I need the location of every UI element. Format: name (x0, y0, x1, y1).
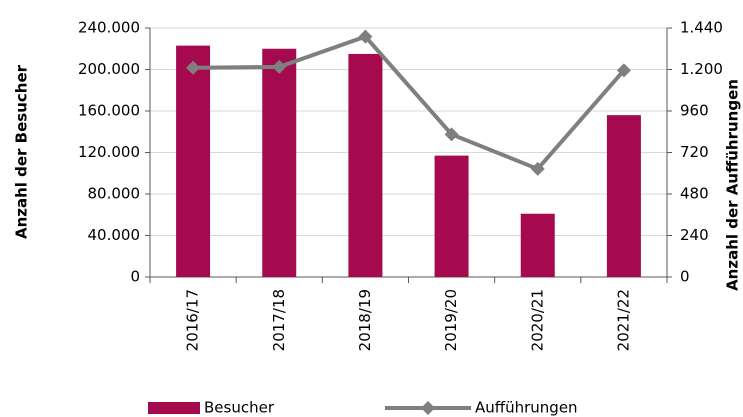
x-tick-label: 2017/18 (270, 289, 288, 351)
y2-tick-label: 480 (680, 185, 709, 203)
bar (606, 115, 641, 278)
legend-label: Besucher (204, 399, 275, 417)
y-tick-label: 240.000 (78, 19, 140, 37)
y-tick-label: 200.000 (78, 60, 140, 78)
bar (434, 155, 469, 277)
line-marker (616, 63, 631, 78)
legend-label: Aufführungen (475, 399, 578, 417)
y-tick-label: 80.000 (88, 185, 141, 203)
bar (176, 45, 211, 278)
y2-tick-label: 240 (680, 226, 709, 244)
y-tick-label: 40.000 (88, 226, 141, 244)
line (193, 34, 626, 172)
x-tick-label: 2019/20 (442, 289, 460, 351)
y2-tick-label: 960 (680, 102, 709, 120)
y2-tick-label: 1.440 (680, 19, 723, 37)
bar (262, 48, 297, 277)
legend-swatch (421, 401, 435, 415)
x-tick-label: 2020/21 (528, 289, 546, 351)
y2-tick-label: 0 (680, 268, 690, 286)
line-marker (530, 161, 545, 176)
legend-swatch (148, 402, 200, 414)
x-tick-label: 2018/19 (356, 289, 374, 351)
line-marker (186, 60, 201, 75)
y-tick-label: 120.000 (78, 143, 140, 161)
y2-tick-label: 1.200 (680, 60, 723, 78)
bar (348, 53, 383, 277)
y2-tick-label: 720 (680, 143, 709, 161)
y2-axis-title: Anzahl der Aufführungen (724, 79, 742, 291)
x-tick-label: 2016/17 (184, 289, 202, 351)
bar (520, 213, 555, 277)
y-tick-label: 160.000 (78, 102, 140, 120)
y-tick-label: 0 (130, 268, 140, 286)
y-axis-title: Anzahl der Besucher (13, 64, 31, 239)
line-marker (358, 29, 373, 44)
line-marker (272, 59, 287, 74)
line-marker (444, 127, 459, 142)
x-tick-label: 2021/22 (614, 289, 632, 351)
